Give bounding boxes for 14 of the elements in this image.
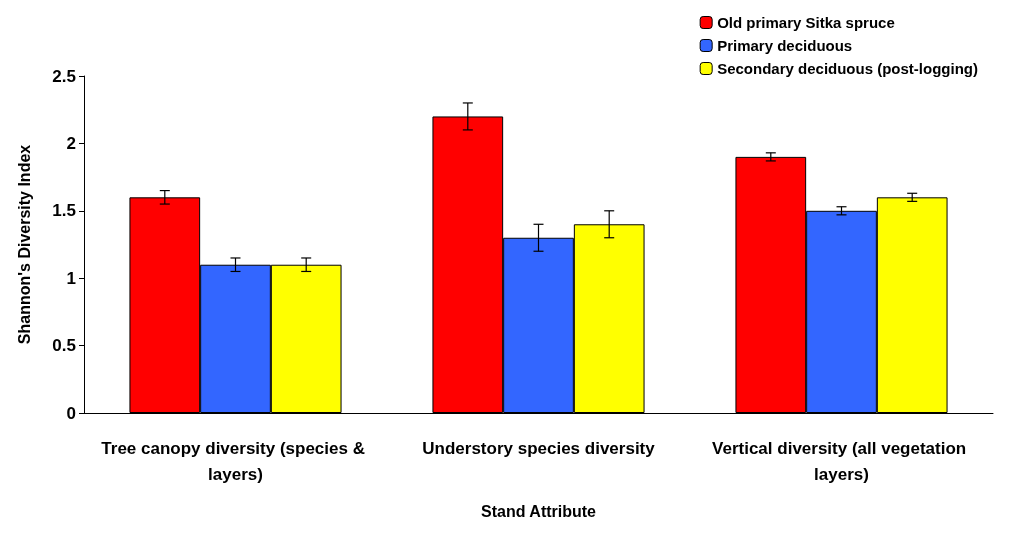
- y-tick-label: 1.5: [52, 201, 76, 221]
- y-tick-label: 2: [66, 133, 76, 153]
- x-tick-label: Tree canopy diversity (species & layers): [101, 438, 370, 484]
- legend-label: Primary deciduous: [717, 37, 853, 54]
- x-tick-label: Vertical diversity (all vegetation layers): [712, 438, 971, 484]
- y-tick-label: 0: [66, 403, 76, 423]
- legend-label: Secondary deciduous (post-logging): [717, 60, 979, 77]
- x-axis-title: Stand Attribute: [481, 502, 597, 520]
- y-axis-title: Shannon's Diversity Index: [15, 144, 33, 345]
- y-tick-label: 1: [66, 268, 76, 288]
- y-tick-label: 0.5: [52, 336, 76, 356]
- y-tick-label: 2.5: [52, 66, 76, 86]
- legend-label: Old primary Sitka spruce: [717, 14, 895, 31]
- x-tick-label: Understory species diversity: [422, 438, 656, 458]
